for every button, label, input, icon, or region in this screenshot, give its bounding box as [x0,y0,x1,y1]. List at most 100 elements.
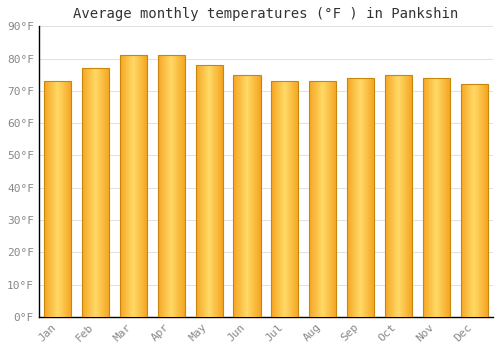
Bar [198,65,199,317]
Bar [404,75,405,317]
Bar [327,81,328,317]
Bar [98,68,99,317]
Bar [212,65,213,317]
Bar [107,68,108,317]
Bar [389,75,390,317]
Bar [410,75,412,317]
Bar [143,55,144,317]
Bar [483,84,484,317]
Bar [252,75,253,317]
Bar [133,55,134,317]
Bar [391,75,392,317]
Bar [406,75,408,317]
Bar [403,75,404,317]
Bar [436,78,437,317]
Bar [287,81,288,317]
Bar [123,55,124,317]
Bar [359,78,360,317]
Bar [372,78,373,317]
Bar [120,55,147,317]
Bar [475,84,476,317]
Bar [297,81,298,317]
Bar [291,81,292,317]
Bar [62,81,63,317]
Bar [324,81,325,317]
Bar [350,78,351,317]
Bar [50,81,51,317]
Bar [286,81,287,317]
Bar [295,81,296,317]
Bar [236,75,237,317]
Bar [101,68,102,317]
Bar [424,78,426,317]
Bar [470,84,472,317]
Bar [322,81,324,317]
Bar [309,81,336,317]
Bar [276,81,278,317]
Bar [316,81,318,317]
Bar [397,75,398,317]
Bar [63,81,64,317]
Bar [176,55,178,317]
Bar [386,75,387,317]
Bar [325,81,326,317]
Bar [309,81,310,317]
Bar [47,81,48,317]
Bar [182,55,183,317]
Bar [274,81,276,317]
Bar [435,78,436,317]
Bar [364,78,366,317]
Bar [130,55,132,317]
Bar [146,55,147,317]
Bar [180,55,181,317]
Bar [207,65,208,317]
Bar [134,55,135,317]
Bar [373,78,374,317]
Bar [44,81,45,317]
Bar [472,84,473,317]
Bar [160,55,161,317]
Bar [392,75,393,317]
Bar [124,55,126,317]
Bar [285,81,286,317]
Bar [434,78,435,317]
Bar [271,81,298,317]
Bar [428,78,429,317]
Bar [122,55,123,317]
Bar [271,81,272,317]
Bar [439,78,440,317]
Bar [184,55,185,317]
Bar [52,81,53,317]
Bar [66,81,68,317]
Bar [357,78,358,317]
Bar [289,81,290,317]
Bar [56,81,57,317]
Bar [480,84,481,317]
Bar [257,75,258,317]
Bar [197,65,198,317]
Bar [238,75,239,317]
Bar [328,81,329,317]
Bar [398,75,399,317]
Bar [385,75,412,317]
Bar [70,81,72,317]
Bar [370,78,371,317]
Bar [395,75,396,317]
Bar [401,75,402,317]
Bar [371,78,372,317]
Bar [253,75,254,317]
Bar [240,75,241,317]
Bar [293,81,294,317]
Bar [320,81,322,317]
Bar [211,65,212,317]
Bar [466,84,468,317]
Bar [158,55,185,317]
Bar [356,78,357,317]
Bar [312,81,313,317]
Bar [94,68,95,317]
Bar [440,78,441,317]
Bar [216,65,218,317]
Bar [422,78,424,317]
Bar [255,75,256,317]
Bar [239,75,240,317]
